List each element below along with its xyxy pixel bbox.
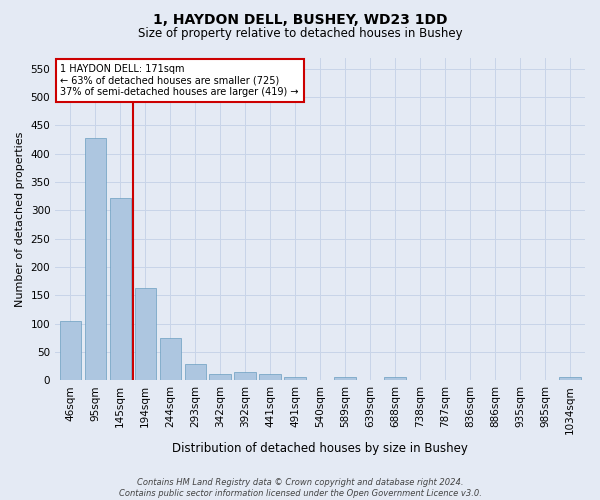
Text: 1 HAYDON DELL: 171sqm
← 63% of detached houses are smaller (725)
37% of semi-det: 1 HAYDON DELL: 171sqm ← 63% of detached …: [61, 64, 299, 97]
Y-axis label: Number of detached properties: Number of detached properties: [15, 131, 25, 306]
Bar: [284, 377, 306, 380]
Bar: [85, 138, 106, 380]
Bar: [209, 374, 231, 380]
Bar: [559, 378, 581, 380]
Bar: [134, 288, 156, 380]
Bar: [259, 374, 281, 380]
X-axis label: Distribution of detached houses by size in Bushey: Distribution of detached houses by size …: [172, 442, 468, 455]
Text: Contains HM Land Registry data © Crown copyright and database right 2024.
Contai: Contains HM Land Registry data © Crown c…: [119, 478, 481, 498]
Text: Size of property relative to detached houses in Bushey: Size of property relative to detached ho…: [137, 28, 463, 40]
Text: 1, HAYDON DELL, BUSHEY, WD23 1DD: 1, HAYDON DELL, BUSHEY, WD23 1DD: [153, 12, 447, 26]
Bar: [235, 372, 256, 380]
Bar: [110, 198, 131, 380]
Bar: [160, 338, 181, 380]
Bar: [185, 364, 206, 380]
Bar: [334, 378, 356, 380]
Bar: [385, 378, 406, 380]
Bar: [59, 320, 81, 380]
